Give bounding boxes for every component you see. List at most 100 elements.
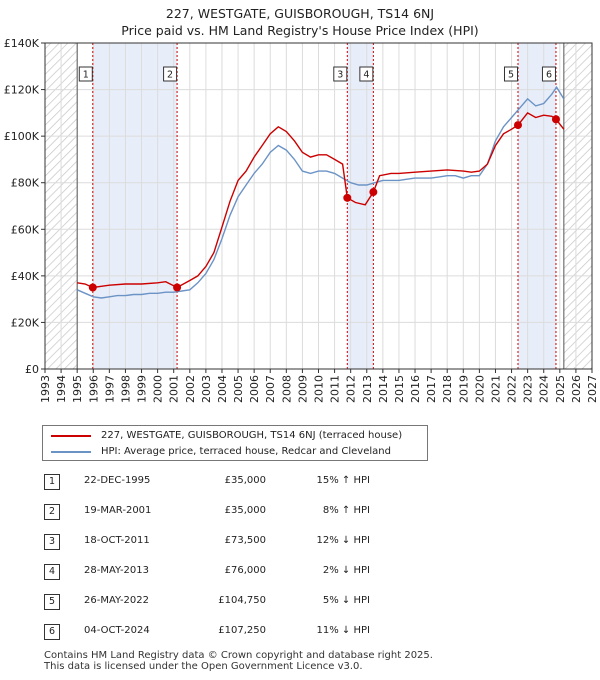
sale-number-box: [78, 66, 93, 82]
x-tick-label: 2003: [200, 375, 213, 403]
y-tick-label: £20K: [11, 316, 40, 329]
x-tick-label: 2026: [570, 375, 583, 403]
sale-point: [513, 121, 522, 130]
shaded-period: [347, 43, 374, 369]
footer-notice: Contains HM Land Registry data © Crown c…: [44, 650, 433, 672]
y-tick-label: £100K: [4, 130, 40, 143]
sale-point: [369, 188, 378, 197]
x-tick-label: 1995: [71, 375, 84, 403]
sale-number-badge: 3: [44, 534, 60, 550]
sale-row: 2 19-MAR-2001 £35,000 8% ↑ HPI: [0, 496, 600, 524]
y-tick-label: £40K: [11, 270, 40, 283]
sale-number-box: [163, 66, 178, 82]
hatch-after-data: [563, 43, 592, 369]
x-tick-label: 1998: [119, 375, 132, 403]
shaded-period: [517, 43, 556, 369]
sale-point: [88, 283, 97, 292]
sale-price: £104,750: [218, 595, 266, 606]
chart-title-block: 227, WESTGATE, GUISBOROUGH, TS14 6NJ Pri…: [0, 5, 600, 39]
x-tick-label: 2008: [280, 375, 293, 403]
x-tick-label: 2004: [216, 375, 229, 403]
x-tick-label: 2012: [345, 375, 358, 403]
x-tick-label: 2024: [538, 375, 551, 403]
sale-point: [551, 115, 560, 124]
x-tick-label: 2015: [393, 375, 406, 403]
sale-hpi-diff: 8% ↑ HPI: [322, 505, 370, 516]
sale-date: 18-OCT-2011: [84, 535, 150, 546]
legend-label-price: 227, WESTGATE, GUISBOROUGH, TS14 6NJ (te…: [101, 430, 403, 441]
sale-number-badge: 1: [44, 474, 60, 490]
x-tick-label: 2021: [489, 375, 502, 403]
sale-hpi-diff: 11% ↓ HPI: [316, 625, 370, 636]
x-tick-label: 2027: [586, 375, 599, 403]
sale-date: 26-MAY-2022: [84, 595, 150, 606]
x-tick-label: 2010: [313, 375, 326, 403]
x-tick-label: 1997: [103, 375, 116, 403]
sale-price: £107,250: [218, 625, 266, 636]
sale-point: [173, 283, 182, 292]
sale-number-badge: 4: [44, 564, 60, 580]
chart-title: 227, WESTGATE, GUISBOROUGH, TS14 6NJ: [165, 6, 435, 21]
sale-number-label: 3: [337, 70, 343, 81]
x-tick-label: 2017: [425, 375, 438, 403]
footer-line-licence: This data is licensed under the Open Gov…: [44, 661, 363, 672]
x-tick-label: 1996: [87, 375, 100, 403]
sale-date: 28-MAY-2013: [84, 565, 150, 576]
y-tick-label: £140K: [4, 37, 40, 50]
sale-number-label: 1: [83, 70, 89, 81]
sale-hpi-diff: 15% ↑ HPI: [316, 475, 370, 486]
sale-number-label: 2: [167, 70, 173, 81]
sale-date: 22-DEC-1995: [84, 475, 151, 486]
y-tick-label: £80K: [11, 177, 40, 190]
sale-number-box: [333, 66, 348, 82]
sale-date: 04-OCT-2024: [84, 625, 150, 636]
chart-subtitle: Price paid vs. HM Land Registry's House …: [121, 23, 479, 38]
sale-price: £35,000: [224, 505, 266, 516]
sale-point: [343, 193, 352, 202]
sale-price: £35,000: [224, 475, 266, 486]
price-chart: 1 2 3 4 5 6 £0 £20K £40K £60K £80K £100K £120K £140K 1…: [4, 37, 599, 403]
x-tick-label: 2005: [232, 375, 245, 403]
x-tick-label: 2006: [248, 375, 261, 403]
sale-price: £76,000: [224, 565, 266, 576]
x-tick-label: 2007: [264, 375, 277, 403]
sale-number-badge: 5: [44, 594, 60, 610]
sale-price: £73,500: [224, 535, 266, 546]
legend-label-hpi: HPI: Average price, terraced house, Redc…: [101, 446, 391, 457]
x-tick-label: 2001: [168, 375, 181, 403]
x-tick-label: 1999: [136, 375, 149, 403]
sale-hpi-diff: 5% ↓ HPI: [322, 595, 370, 606]
y-tick-label: £120K: [4, 84, 40, 97]
x-tick-label: 1994: [55, 375, 68, 403]
x-tick-label: 2019: [457, 375, 470, 403]
x-tick-label: 1993: [39, 375, 52, 403]
x-tick-label: 2000: [152, 375, 165, 403]
sale-row: 6 04-OCT-2024 £107,250 11% ↓ HPI: [0, 616, 600, 644]
x-tick-label: 2022: [506, 375, 519, 403]
sale-number-box: [503, 66, 518, 82]
sale-number-box: [359, 66, 374, 82]
legend-swatch-hpi: [51, 451, 91, 453]
sale-number-label: 6: [546, 70, 552, 81]
x-tick-label: 2002: [184, 375, 197, 403]
x-tick-label: 2009: [296, 375, 309, 403]
x-tick-label: 2013: [361, 375, 374, 403]
sale-number-label: 5: [508, 70, 514, 81]
sale-number-box: [541, 66, 556, 82]
sale-number-label: 4: [363, 70, 369, 81]
x-tick-label: 2011: [329, 375, 342, 403]
sale-hpi-diff: 12% ↓ HPI: [316, 535, 370, 546]
y-tick-label: £0: [25, 363, 39, 376]
sale-row: 3 18-OCT-2011 £73,500 12% ↓ HPI: [0, 526, 600, 554]
x-tick-label: 2018: [441, 375, 454, 403]
legend-swatch-price: [51, 435, 91, 437]
x-tick-label: 2014: [377, 375, 390, 403]
sale-row: 5 26-MAY-2022 £104,750 5% ↓ HPI: [0, 586, 600, 614]
sale-number-badge: 6: [44, 624, 60, 640]
x-tick-label: 2023: [522, 375, 535, 403]
x-tick-label: 2025: [554, 375, 567, 403]
sale-date: 19-MAR-2001: [84, 505, 152, 516]
sale-number-badge: 2: [44, 504, 60, 520]
sale-row: 4 28-MAY-2013 £76,000 2% ↓ HPI: [0, 556, 600, 584]
shaded-period: [92, 43, 178, 369]
